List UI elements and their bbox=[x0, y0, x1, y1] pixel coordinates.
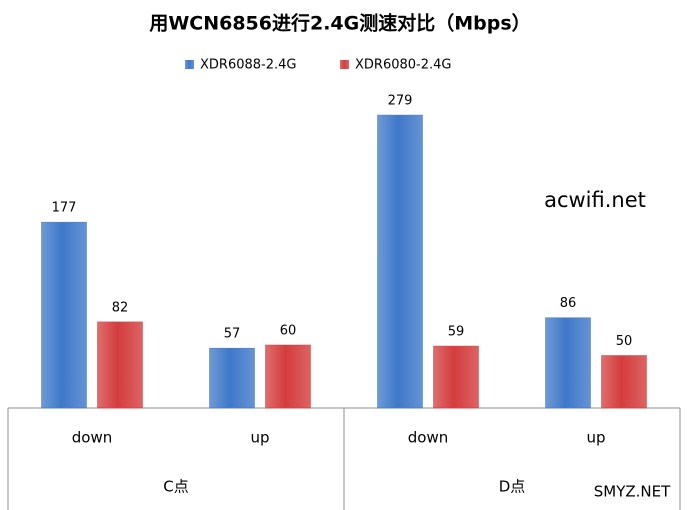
legend-swatch bbox=[340, 60, 349, 69]
data-label: 279 bbox=[388, 94, 413, 109]
watermark: SMYZ.NET bbox=[594, 483, 671, 501]
x-tick-label: up bbox=[586, 429, 605, 447]
data-label: 86 bbox=[560, 296, 577, 311]
x-tick-label: down bbox=[408, 429, 448, 447]
bar bbox=[433, 345, 479, 409]
bar bbox=[97, 321, 143, 409]
legend-label: XDR6088-2.4G bbox=[200, 58, 296, 73]
bar bbox=[377, 114, 423, 409]
data-label: 60 bbox=[280, 324, 297, 339]
data-label: 57 bbox=[224, 327, 241, 342]
watermark: acwifi.net bbox=[544, 188, 646, 212]
bar bbox=[265, 344, 311, 409]
group-label: C点 bbox=[163, 478, 188, 496]
bar bbox=[41, 221, 87, 409]
data-label: 50 bbox=[616, 334, 633, 349]
bar bbox=[545, 317, 591, 409]
group-label: D点 bbox=[499, 478, 526, 496]
chart-title: 用WCN6856进行2.4G测速对比（Mbps） bbox=[149, 12, 530, 35]
bar bbox=[209, 347, 255, 409]
data-label: 82 bbox=[112, 300, 129, 315]
bar bbox=[601, 355, 647, 409]
data-label: 59 bbox=[448, 325, 465, 340]
data-label: 177 bbox=[52, 201, 77, 216]
x-tick-label: down bbox=[72, 429, 112, 447]
legend-swatch bbox=[185, 60, 194, 69]
legend-label: XDR6080-2.4G bbox=[355, 58, 451, 73]
x-tick-label: up bbox=[250, 429, 269, 447]
